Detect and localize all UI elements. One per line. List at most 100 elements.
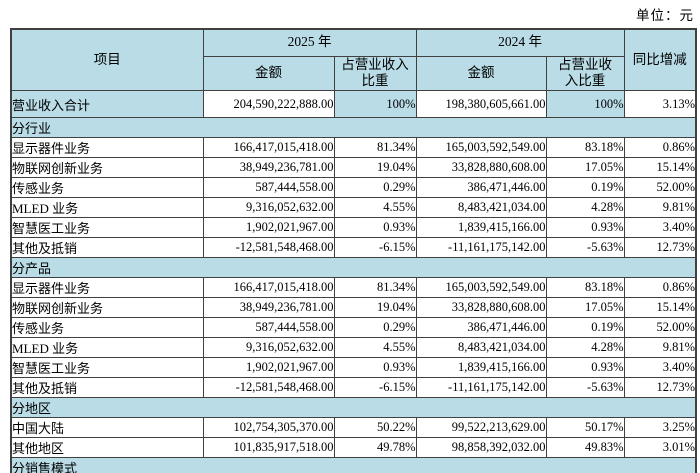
value-cell: 165,003,592,549.00 bbox=[415, 137, 547, 159]
value-cell: 19.04% bbox=[333, 157, 417, 179]
value-cell: 33,828,880,608.00 bbox=[415, 157, 547, 179]
item-cell: 传感业务 bbox=[10, 317, 204, 339]
value-cell: 4.28% bbox=[545, 337, 625, 359]
value-cell: -5.63% bbox=[545, 237, 625, 259]
value-cell: 1,839,415,166.00 bbox=[415, 217, 547, 239]
column-header-share-2025: 占营业收入比重 bbox=[333, 55, 417, 92]
value-cell: 0.29% bbox=[333, 317, 417, 339]
value-cell: 386,471,446.00 bbox=[415, 177, 547, 199]
value-cell: 52.00% bbox=[623, 177, 697, 199]
value-cell: 3.13% bbox=[623, 90, 697, 119]
value-cell: -11,161,175,142.00 bbox=[415, 377, 547, 399]
section-title-cell: 分销售模式 bbox=[10, 457, 697, 473]
section-header-row: 分地区 bbox=[10, 397, 697, 419]
value-cell: 8,483,421,034.00 bbox=[415, 197, 547, 219]
table-row: 其他地区 101,835,917,518.00 49.78% 98,858,392,0… bbox=[10, 437, 697, 459]
value-cell: 204,590,222,888.00 bbox=[202, 90, 335, 119]
unit-label: 单位：元 bbox=[636, 8, 694, 23]
table-row: MLED 业务 9,316,052,632.00 4.55% 8,483,421,03… bbox=[10, 337, 697, 359]
value-cell: 0.19% bbox=[545, 317, 625, 339]
section-title-cell: 分地区 bbox=[10, 397, 697, 419]
column-header-year-2024: 2024 年 bbox=[415, 28, 625, 57]
value-cell: 33,828,880,608.00 bbox=[415, 297, 547, 319]
table-row: 智慧医工业务 1,902,021,967.00 0.93% 1,839,415,166… bbox=[10, 357, 697, 379]
section-header-row: 分销售模式 bbox=[10, 457, 697, 473]
value-cell: -12,581,548,468.00 bbox=[202, 377, 335, 399]
value-cell: 17.05% bbox=[545, 297, 625, 319]
value-cell: 38,949,236,781.00 bbox=[202, 157, 335, 179]
item-cell: 中国大陆 bbox=[10, 417, 204, 439]
item-cell: 营业收入合计 bbox=[10, 90, 204, 119]
value-cell: 0.86% bbox=[623, 137, 697, 159]
value-cell: 4.55% bbox=[333, 337, 417, 359]
value-cell: 0.93% bbox=[545, 217, 625, 239]
total-revenue-row: 营业收入合计 204,590,222,888.00 100% 198,380,605,… bbox=[10, 90, 697, 119]
value-cell: 0.19% bbox=[545, 177, 625, 199]
table-row: 其他及抵销 -12,581,548,468.00 -6.15% -11,161,175… bbox=[10, 377, 697, 399]
value-cell: 4.55% bbox=[333, 197, 417, 219]
value-cell: 165,003,592,549.00 bbox=[415, 277, 547, 299]
item-cell: 传感业务 bbox=[10, 177, 204, 199]
item-cell: 智慧医工业务 bbox=[10, 217, 204, 239]
value-cell: 38,949,236,781.00 bbox=[202, 297, 335, 319]
value-cell: 99,522,213,629.00 bbox=[415, 417, 547, 439]
value-cell: 49.78% bbox=[333, 437, 417, 459]
table-body: 营业收入合计 204,590,222,888.00 100% 198,380,605,… bbox=[10, 90, 697, 473]
table-row: 显示器件业务 166,417,015,418.00 81.34% 165,003,59… bbox=[10, 137, 697, 159]
table-row: 其他及抵销 -12,581,548,468.00 -6.15% -11,161,175… bbox=[10, 237, 697, 259]
value-cell: 9,316,052,632.00 bbox=[202, 337, 335, 359]
value-cell: 0.93% bbox=[333, 357, 417, 379]
item-cell: 其他及抵销 bbox=[10, 237, 204, 259]
table-row: 物联网创新业务 38,949,236,781.00 19.04% 33,828,880… bbox=[10, 297, 697, 319]
value-cell: -6.15% bbox=[333, 237, 417, 259]
item-cell: 物联网创新业务 bbox=[10, 297, 204, 319]
item-cell: 物联网创新业务 bbox=[10, 157, 204, 179]
value-cell: 9,316,052,632.00 bbox=[202, 197, 335, 219]
value-cell: 100% bbox=[545, 90, 625, 119]
value-cell: 9.81% bbox=[623, 197, 697, 219]
value-cell: 4.28% bbox=[545, 197, 625, 219]
value-cell: 83.18% bbox=[545, 137, 625, 159]
section-header-row: 分产品 bbox=[10, 257, 697, 279]
value-cell: 3.25% bbox=[623, 417, 697, 439]
column-header-amount-2025: 金额 bbox=[202, 55, 335, 92]
value-cell: 19.04% bbox=[333, 297, 417, 319]
item-cell: MLED 业务 bbox=[10, 197, 204, 219]
column-header-item: 项目 bbox=[10, 28, 204, 92]
value-cell: 166,417,015,418.00 bbox=[202, 277, 335, 299]
value-cell: 98,858,392,032.00 bbox=[415, 437, 547, 459]
value-cell: 0.29% bbox=[333, 177, 417, 199]
item-cell: 智慧医工业务 bbox=[10, 357, 204, 379]
value-cell: 166,417,015,418.00 bbox=[202, 137, 335, 159]
value-cell: 49.83% bbox=[545, 437, 625, 459]
value-cell: 1,902,021,967.00 bbox=[202, 357, 335, 379]
value-cell: -6.15% bbox=[333, 377, 417, 399]
value-cell: 83.18% bbox=[545, 277, 625, 299]
value-cell: 198,380,605,661.00 bbox=[415, 90, 547, 119]
section-title-cell: 分行业 bbox=[10, 117, 697, 139]
value-cell: 102,754,305,370.00 bbox=[202, 417, 335, 439]
value-cell: 9.81% bbox=[623, 337, 697, 359]
value-cell: 0.86% bbox=[623, 277, 697, 299]
item-cell: 显示器件业务 bbox=[10, 277, 204, 299]
table-header-row-metrics: 金额 占营业收入比重 金额 占营业收入比重 bbox=[11, 55, 696, 92]
table-row: 智慧医工业务 1,902,021,967.00 0.93% 1,839,415,166… bbox=[10, 217, 697, 239]
section-title-cell: 分产品 bbox=[10, 257, 697, 279]
value-cell: -5.63% bbox=[545, 377, 625, 399]
table-row: 中国大陆 102,754,305,370.00 50.22% 99,522,213,6… bbox=[10, 417, 697, 439]
table-row: 传感业务 587,444,558.00 0.29% 386,471,446.00 0.1… bbox=[10, 317, 697, 339]
value-cell: 17.05% bbox=[545, 157, 625, 179]
table-header-row-years: 项目 2025 年 2024 年 同比增减 bbox=[10, 28, 697, 92]
item-cell: 显示器件业务 bbox=[10, 137, 204, 159]
value-cell: 15.14% bbox=[623, 297, 697, 319]
revenue-breakdown-table: 项目 2025 年 2024 年 同比增减 金额 占营业收入比重 金额 占营业收… bbox=[10, 28, 697, 473]
column-header-amount-2024: 金额 bbox=[415, 55, 547, 92]
table-row: 物联网创新业务 38,949,236,781.00 19.04% 33,828,880… bbox=[10, 157, 697, 179]
value-cell: 3.40% bbox=[623, 357, 697, 379]
value-cell: 50.22% bbox=[333, 417, 417, 439]
item-cell: MLED 业务 bbox=[10, 337, 204, 359]
value-cell: 587,444,558.00 bbox=[202, 317, 335, 339]
value-cell: 50.17% bbox=[545, 417, 625, 439]
value-cell: 3.01% bbox=[623, 437, 697, 459]
